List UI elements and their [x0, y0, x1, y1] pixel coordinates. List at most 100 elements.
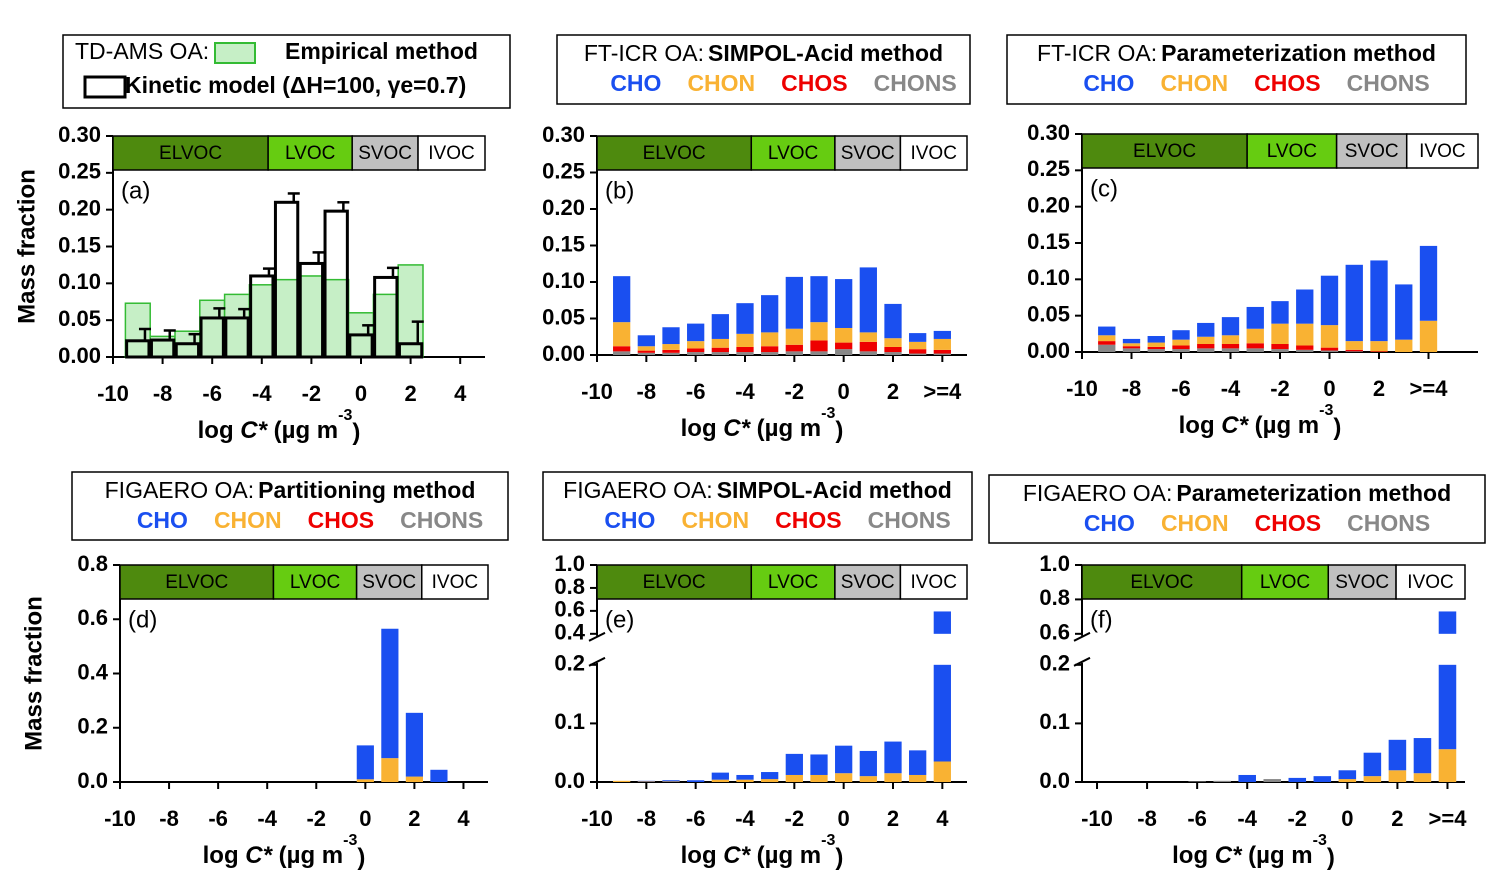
panel-label: (d) [128, 606, 157, 633]
y-tick-label: 0.0 [554, 768, 585, 793]
x-tick-label: -6 [686, 379, 706, 404]
x-axis-title-part: C* [723, 415, 751, 442]
bar [248, 284, 275, 358]
volatility-class [834, 564, 902, 600]
bar-segment [1098, 326, 1116, 336]
bar-segment [1388, 739, 1407, 771]
x-tick-label: -6 [1171, 376, 1191, 401]
x-tick-label: -6 [1187, 806, 1207, 831]
x-axis-title-part: log [1179, 412, 1222, 439]
panel-label: (c) [1090, 175, 1118, 202]
bar-segment [711, 352, 729, 355]
bar-segment [662, 781, 680, 782]
bar-segment [1263, 779, 1282, 782]
chart-title: FIGAERO OA: SIMPOL-Acid method [563, 477, 952, 503]
bar-segment [1147, 346, 1165, 350]
x-tick-label: -4 [735, 379, 755, 404]
y-tick-label: 0.30 [1027, 120, 1070, 145]
y-tick-label: 0.6 [1039, 620, 1070, 645]
x-axis-title-part: (µg m [750, 842, 821, 869]
legend: CHO CHON CHOS CHONS [610, 70, 956, 96]
volatility-label: ELVOC [643, 143, 706, 164]
x-axis-title-part: ) [835, 417, 843, 444]
x-axis-title-part: C* [245, 842, 273, 869]
bar-segment [909, 341, 927, 350]
bar-segment [933, 353, 951, 355]
bar-segment [1271, 323, 1289, 345]
bar-segment [637, 352, 655, 355]
volatility-label: LVOC [1267, 141, 1317, 162]
x-tick-label: -2 [785, 806, 805, 831]
title-method: Parameterization method [1176, 480, 1451, 506]
x-tick-label: -2 [1270, 376, 1290, 401]
volatility-class [1081, 564, 1243, 600]
x-axis-title-part: C* [1221, 412, 1249, 439]
y-tick-label: 0.6 [77, 605, 108, 630]
volatility-label: ELVOC [1130, 572, 1193, 593]
bar-segment [835, 773, 853, 782]
x-axis-title-part: (µg m [272, 842, 343, 869]
bar-segment [736, 779, 754, 782]
bar-segment [637, 346, 655, 351]
legend: CHO CHON CHOS CHONS [604, 507, 950, 533]
y-tick-label: 0.20 [58, 195, 101, 220]
bar-segment [662, 780, 680, 782]
bar-segment [1221, 335, 1240, 345]
x-axis-title-part: (µg m [1248, 412, 1319, 439]
y-tick-label: 0.25 [542, 158, 585, 183]
bar-segment [1271, 301, 1289, 324]
bar-segment [637, 780, 655, 782]
x-tick-label: -4 [1237, 806, 1257, 831]
bar-segment [1370, 351, 1388, 352]
bar-segment [1197, 344, 1215, 349]
bar-segment [1221, 317, 1240, 336]
volatility-label: SVOC [1335, 572, 1389, 593]
bar-segment [613, 351, 631, 355]
legend-label: Empirical method [285, 38, 478, 64]
y-tick-label: 0.1 [1039, 709, 1070, 734]
y-tick-label: 0.10 [542, 268, 585, 293]
bar-segment [810, 754, 828, 775]
legend-label: CHOS [1255, 510, 1321, 536]
x-tick-label: 2 [1391, 806, 1403, 831]
x-axis-title-part: ) [1333, 414, 1341, 441]
x-tick-label: 2 [408, 806, 420, 831]
volatility-class [417, 135, 486, 171]
x-tick-label: 0 [1323, 376, 1335, 401]
bar-segment [736, 352, 754, 355]
volatility-class [750, 135, 836, 171]
bar-segment [1098, 341, 1116, 345]
bar [397, 342, 424, 359]
bar-segment [356, 745, 374, 780]
x-axis-title-part: log [203, 842, 246, 869]
volatility-class [899, 564, 968, 600]
bar-segment [1098, 344, 1116, 352]
bar [223, 293, 251, 358]
x-tick-label: -2 [302, 381, 322, 406]
bar-segment [1345, 264, 1363, 342]
panel-label: (b) [605, 177, 634, 204]
bar-segment [761, 779, 779, 782]
x-tick-label: -8 [159, 806, 179, 831]
bar-segment [761, 352, 779, 355]
bar-segment [1419, 320, 1438, 352]
bar-segment [761, 295, 779, 333]
x-axis-title-part: -3 [343, 832, 357, 849]
title-prefix: FT-ICR OA: [584, 40, 704, 66]
title-box [988, 474, 1486, 544]
bar-segment [613, 276, 631, 323]
bar-segment [835, 279, 853, 328]
volatility-label: LVOC [290, 572, 340, 593]
volatility-label: IVOC [432, 572, 478, 593]
y-tick-label: 0.2 [554, 651, 585, 676]
bar-segment [859, 341, 877, 352]
x-axis-title-part: C* [240, 417, 268, 444]
volatility-class [421, 564, 489, 600]
x-tick-label: 2 [887, 806, 899, 831]
x-tick-label: 0 [1341, 806, 1353, 831]
bar-segment [711, 314, 729, 339]
y-tick-label: 0.05 [58, 306, 101, 331]
bar [273, 200, 300, 359]
bar-segment [1363, 776, 1382, 782]
